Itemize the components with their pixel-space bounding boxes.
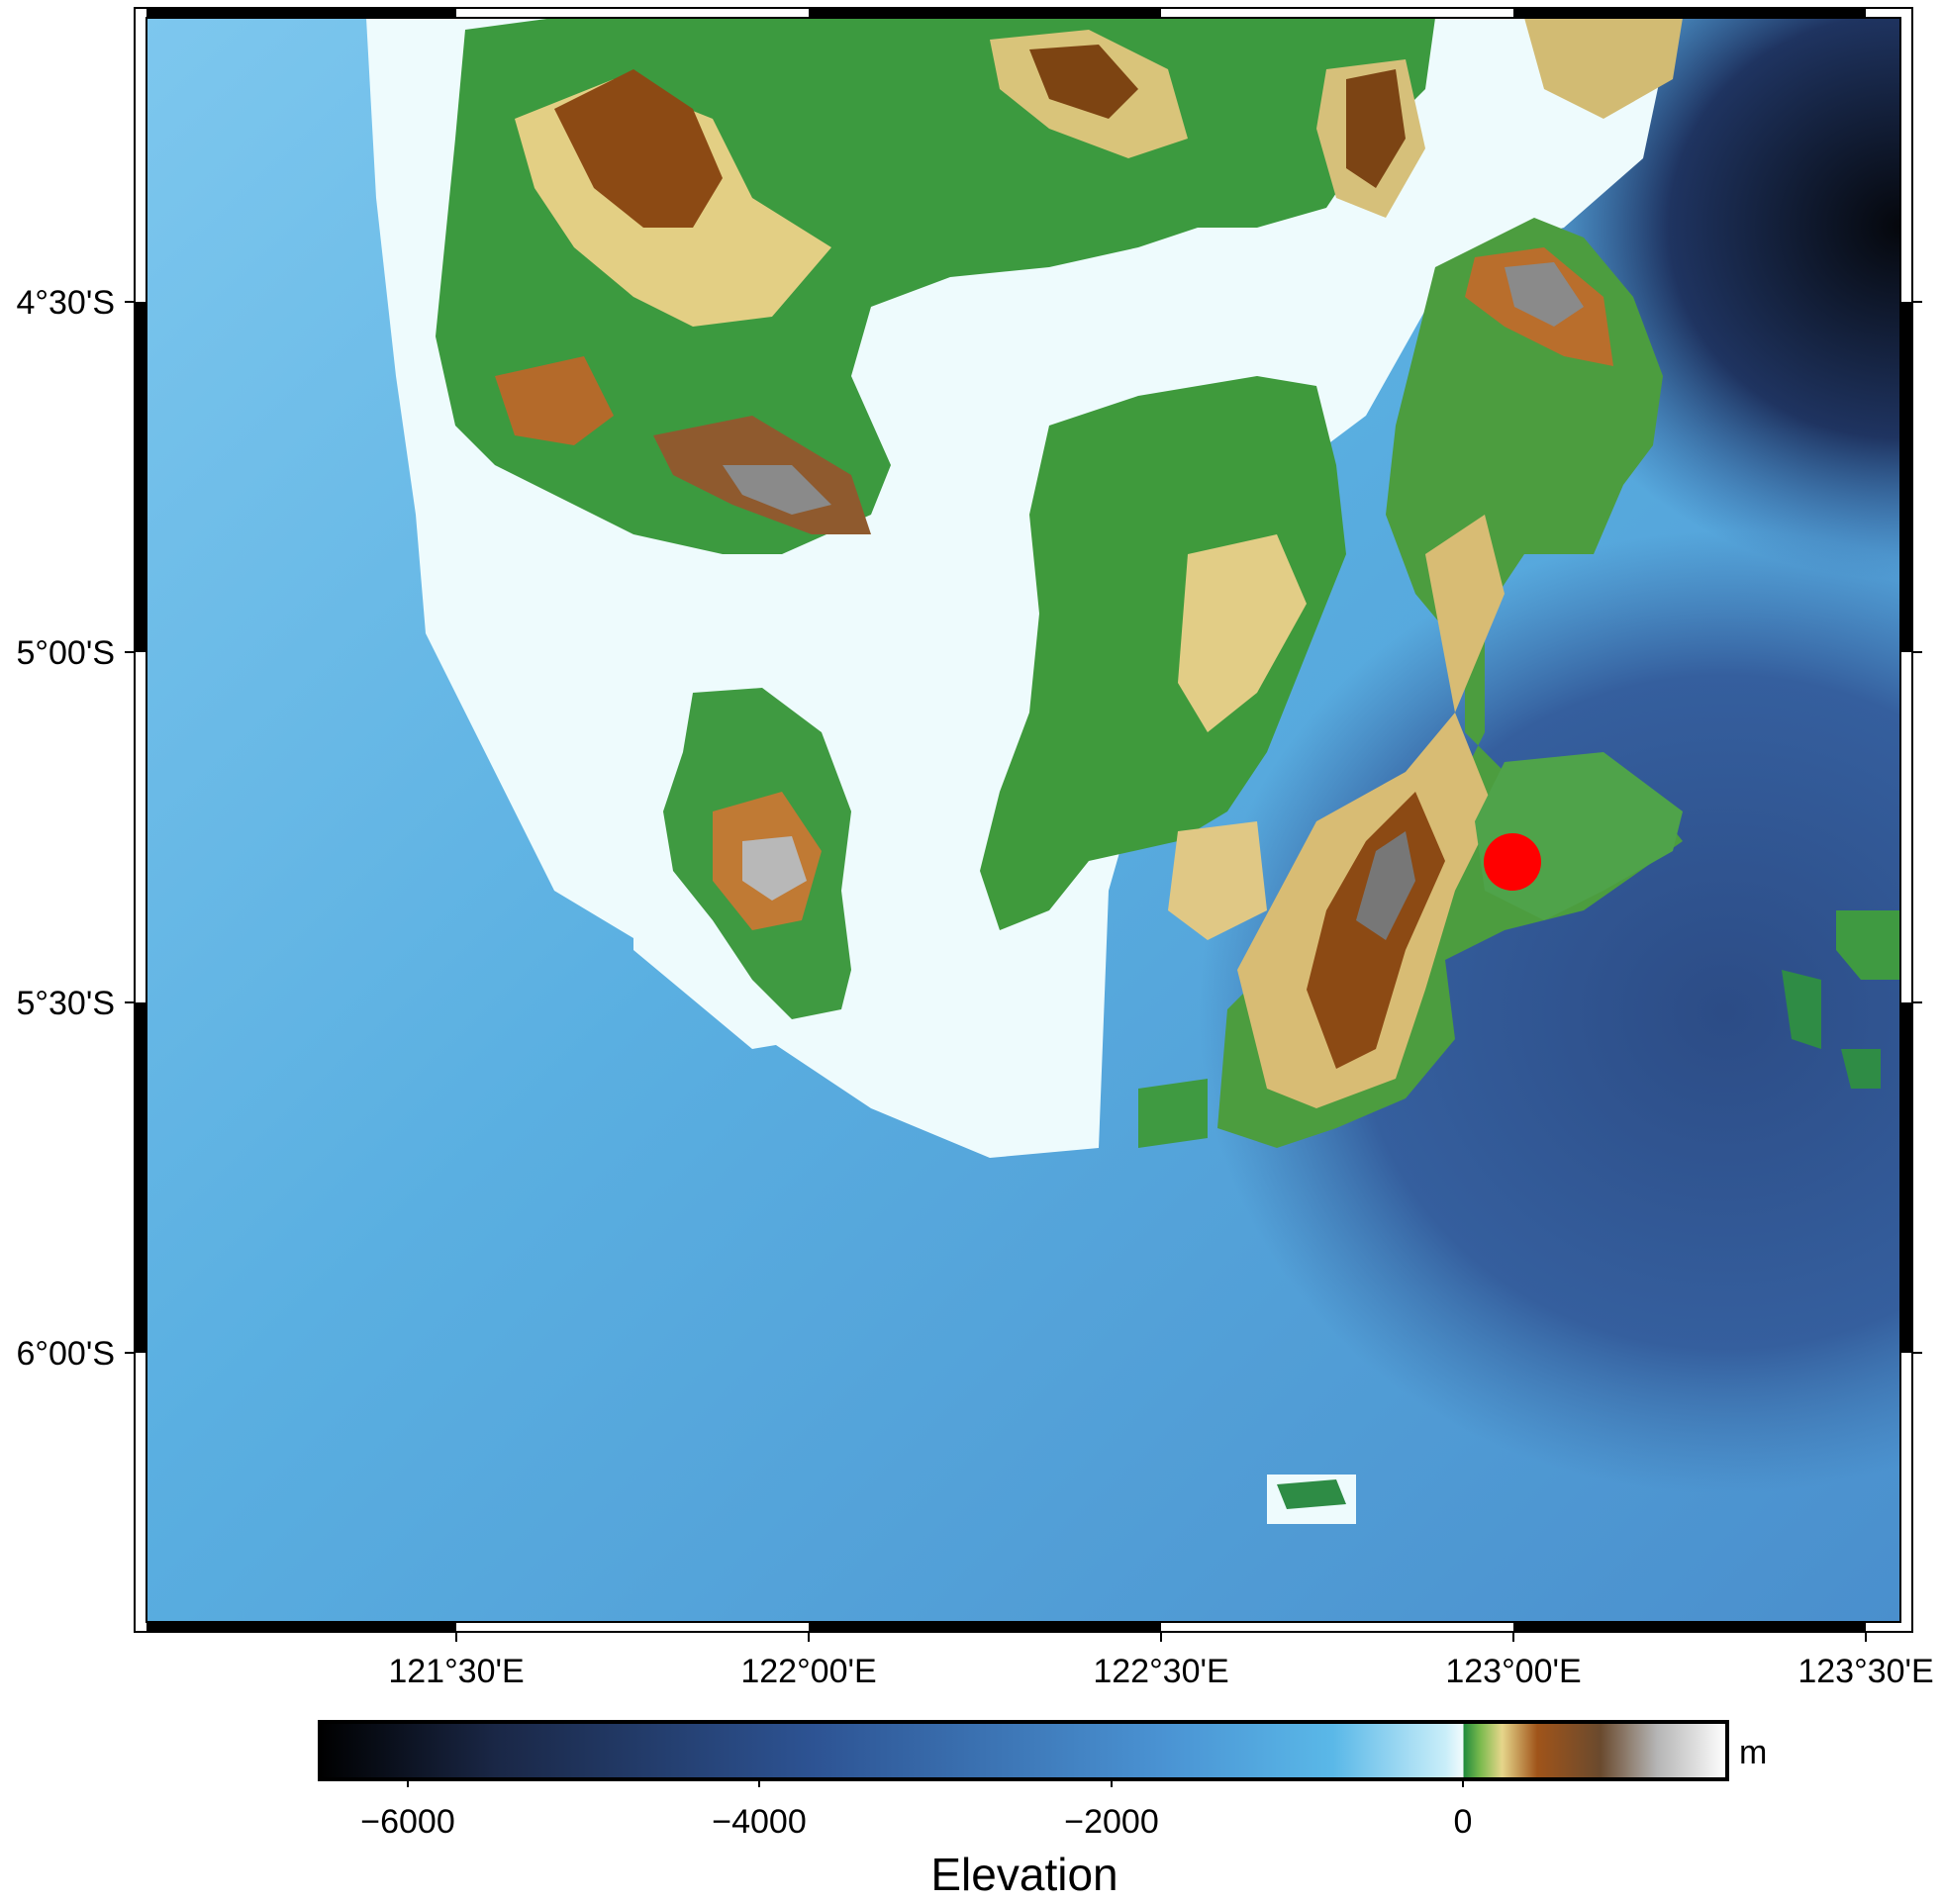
land-north-highland — [554, 69, 723, 228]
lon-tick-label: 122°30'E — [1093, 1653, 1228, 1690]
colorbar-unit: m — [1739, 1734, 1767, 1771]
land-north-upland-5 — [495, 356, 614, 445]
colorbar-ramp — [318, 1720, 1729, 1781]
lon-tick-label: 123°30'E — [1797, 1653, 1933, 1690]
land-kabaena-peak — [742, 836, 807, 901]
lon-tick-label: 122°00'E — [740, 1653, 876, 1690]
lat-tick-label: 4°30'S — [17, 284, 116, 322]
land-muna-upland — [1178, 534, 1307, 732]
land-muna-south — [1168, 821, 1267, 940]
latitude-labels: 4°30'S 5°00'S 5°30'S 6°00'S — [17, 284, 116, 1373]
location-marker — [1484, 833, 1541, 891]
lon-tick-label: 123°00'E — [1445, 1653, 1581, 1690]
land-buton — [1217, 218, 1683, 1148]
land-islet-south — [1277, 1479, 1346, 1509]
colorbar-tick-label: −4000 — [712, 1803, 807, 1841]
colorbar-tick-label: 0 — [1454, 1803, 1473, 1841]
land-north-ridge-peak — [723, 465, 831, 515]
land-north-upland-4 — [1524, 18, 1683, 119]
map-panel — [146, 18, 1900, 1622]
land-buton-upland — [1237, 515, 1505, 1108]
lon-tick-label: 121°30'E — [388, 1653, 524, 1690]
colorbar-title: Elevation — [930, 1849, 1117, 1900]
land-islet-east-2 — [1782, 970, 1821, 1049]
land-muna — [980, 376, 1346, 930]
land-north-highland-3 — [1346, 69, 1406, 188]
longitude-labels: 121°30'E 122°00'E 122°30'E 123°00'E 123°… — [388, 1653, 1933, 1690]
land-islet-east-1 — [1836, 910, 1900, 980]
lat-tick-label: 6°00'S — [17, 1335, 116, 1373]
colorbar: m −6000 −4000 −2000 0 Elevation — [318, 1720, 1767, 1900]
land-islet-east-3 — [1841, 1049, 1881, 1089]
lat-tick-label: 5°00'S — [17, 634, 116, 672]
land-islet-sw-buton — [1138, 1079, 1208, 1148]
lat-tick-label: 5°30'S — [17, 985, 116, 1022]
land-buton-north-peak — [1505, 262, 1584, 327]
land-buton-peak — [1356, 831, 1415, 940]
map-frame — [125, 7, 1922, 1642]
colorbar-tick-label: −6000 — [360, 1803, 455, 1841]
colorbar-tick-label: −2000 — [1064, 1803, 1159, 1841]
land-north-highland-2 — [1029, 45, 1138, 119]
